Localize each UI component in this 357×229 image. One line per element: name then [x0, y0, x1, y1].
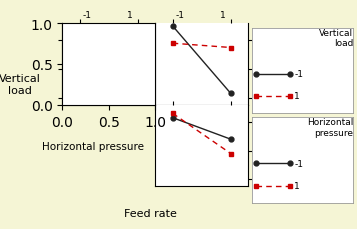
- Text: -1: -1: [176, 11, 185, 19]
- Text: 1: 1: [295, 92, 300, 101]
- Text: -1: -1: [295, 159, 303, 168]
- Text: Vertical
load: Vertical load: [319, 29, 353, 48]
- Text: Horizontal
pressure: Horizontal pressure: [307, 118, 353, 137]
- Text: 1: 1: [127, 11, 133, 19]
- Text: -1: -1: [83, 11, 92, 19]
- Text: Horizontal pressure: Horizontal pressure: [42, 142, 144, 152]
- Text: Feed rate: Feed rate: [124, 208, 176, 218]
- Text: -1: -1: [295, 70, 303, 79]
- Text: Vertical
load: Vertical load: [0, 74, 41, 95]
- Text: 1: 1: [295, 181, 300, 190]
- Text: 1: 1: [220, 11, 226, 19]
